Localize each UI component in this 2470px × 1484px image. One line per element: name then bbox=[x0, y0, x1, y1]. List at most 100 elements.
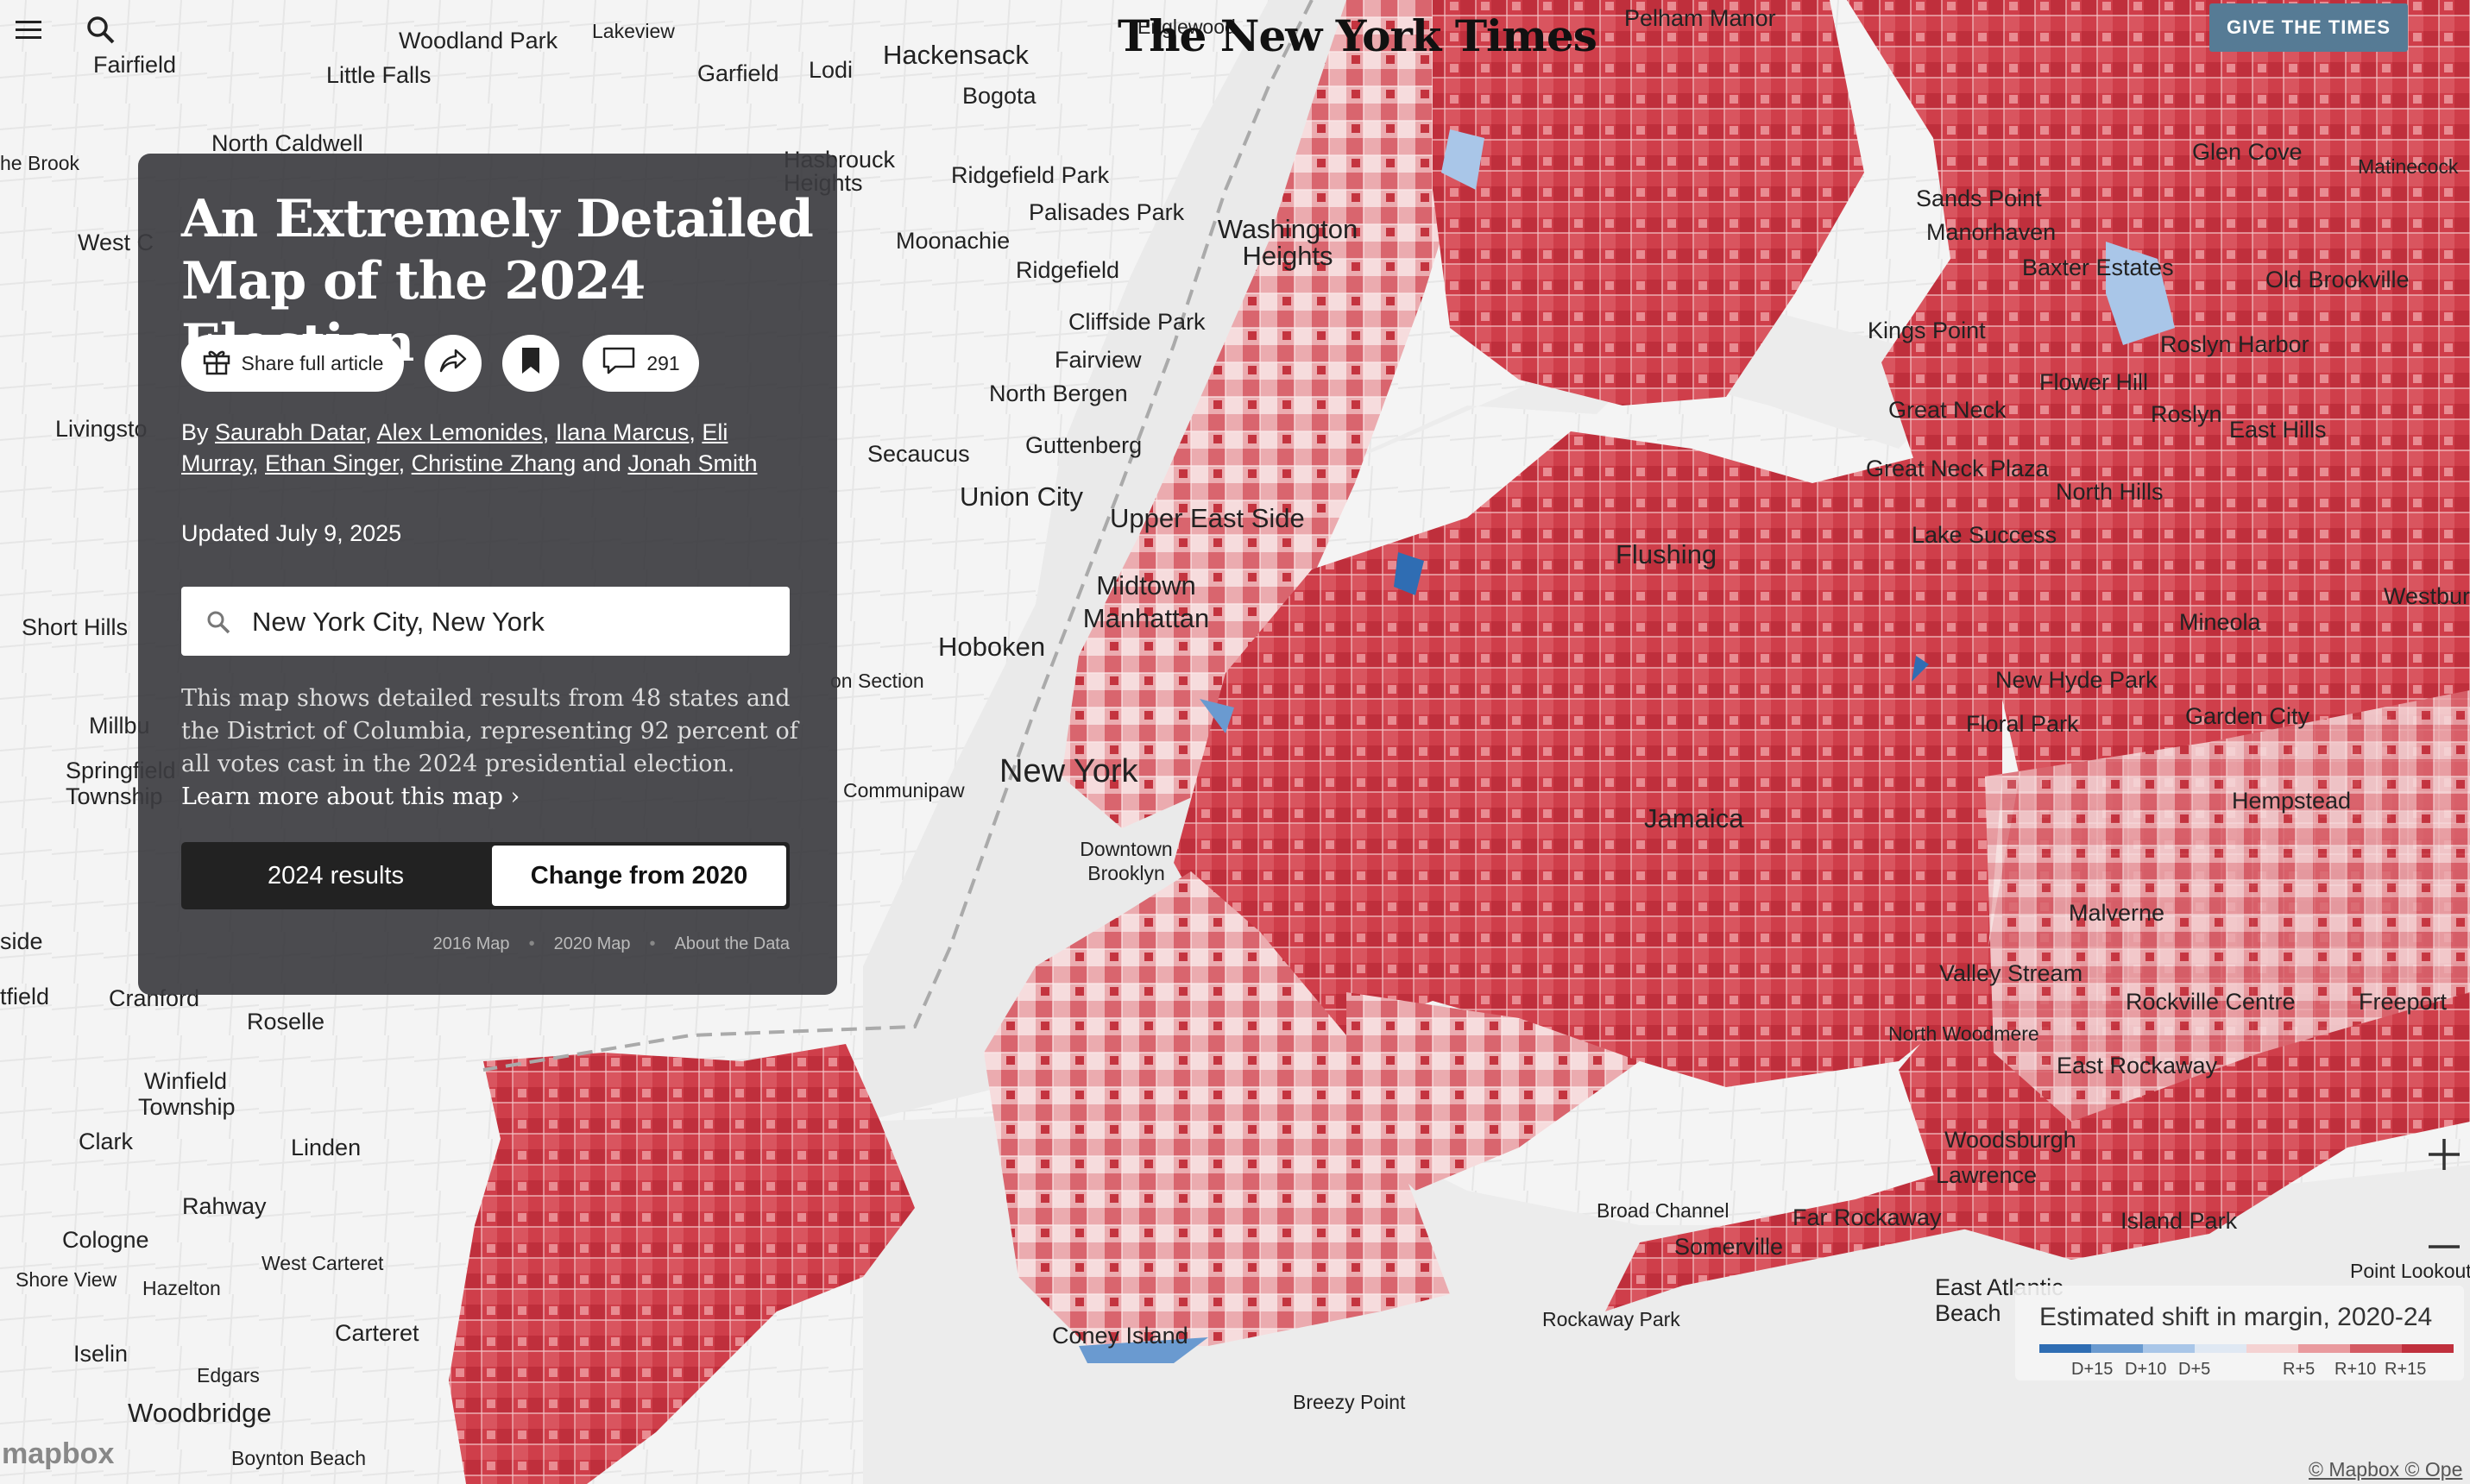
learn-more-link[interactable]: Learn more about this map › bbox=[181, 783, 520, 810]
share-full-article-button[interactable]: Share full article bbox=[181, 335, 404, 392]
place-label: Boynton Beach bbox=[231, 1447, 367, 1469]
place-label: Clark bbox=[79, 1129, 134, 1154]
comment-icon bbox=[602, 346, 636, 380]
place-label: Washington Heights bbox=[1217, 214, 1358, 271]
place-label: Roslyn Harbor bbox=[2160, 331, 2309, 357]
nyt-logo[interactable]: The New York Times bbox=[1118, 10, 1597, 61]
place-label: Hempstead bbox=[2232, 788, 2352, 814]
place-label: Broad Channel bbox=[1597, 1199, 1730, 1222]
legend-swatch bbox=[2402, 1344, 2454, 1353]
place-label: he Brook bbox=[0, 152, 80, 174]
toggle-2024-results[interactable]: 2024 results bbox=[268, 861, 404, 890]
legend-tick: R+5 bbox=[2283, 1360, 2316, 1379]
legend-swatch bbox=[2298, 1344, 2350, 1353]
place-label: Great Neck Plaza bbox=[1866, 456, 2049, 481]
author-link[interactable]: Alex Lemonides bbox=[376, 419, 543, 445]
footer-links: 2016 Map • 2020 Map • About the Data bbox=[181, 934, 790, 954]
place-label: Ridgefield bbox=[1016, 257, 1120, 283]
place-label: Far Rockaway bbox=[1793, 1204, 1942, 1230]
map-description: This map shows detailed results from 48 … bbox=[181, 685, 798, 810]
place-label: Roslyn bbox=[2151, 401, 2222, 427]
place-label: New Hyde Park bbox=[1995, 667, 2158, 693]
place-label: Fairfield bbox=[93, 52, 177, 78]
place-label: Lakeview bbox=[592, 20, 675, 42]
place-label: Woodbridge bbox=[128, 1398, 272, 1428]
mapbox-logo[interactable]: mapbox bbox=[2, 1437, 115, 1470]
place-label: East Rockaway bbox=[2057, 1053, 2218, 1078]
place-label: Garfield bbox=[697, 60, 779, 86]
attribution-link[interactable]: © Mapbox © Ope bbox=[2309, 1458, 2463, 1481]
menu-icon[interactable] bbox=[16, 19, 41, 40]
place-label: Somerville bbox=[1674, 1234, 1784, 1260]
place-label: Coney Island bbox=[1052, 1323, 1188, 1349]
place-label: Downtown Brooklyn bbox=[1080, 838, 1173, 884]
save-button[interactable] bbox=[502, 335, 559, 392]
place-label: Freeport bbox=[2359, 989, 2448, 1015]
author-link[interactable]: Christine Zhang bbox=[411, 450, 577, 476]
place-label: Union City bbox=[960, 481, 1083, 512]
link-about-data[interactable]: About the Data bbox=[674, 934, 790, 953]
comment-count: 291 bbox=[646, 351, 680, 374]
toggle-change-from-2020[interactable]: Change from 2020 bbox=[492, 846, 786, 906]
place-label: Carteret bbox=[335, 1320, 419, 1346]
place-label: Flushing bbox=[1616, 539, 1717, 569]
place-label: on Section bbox=[830, 670, 924, 692]
place-label: Shore View bbox=[16, 1268, 117, 1291]
gift-icon bbox=[202, 346, 231, 380]
place-label: Bogota bbox=[962, 83, 1037, 109]
article-panel: An Extremely Detailed Map of the 2024 El… bbox=[138, 154, 837, 995]
place-label: North Bergen bbox=[989, 380, 1128, 406]
share-arrow-icon bbox=[438, 348, 468, 379]
place-label: Hazelton bbox=[142, 1277, 221, 1299]
place-label: Mineola bbox=[2179, 609, 2261, 635]
place-label: Manorhaven bbox=[1926, 219, 2057, 245]
place-label: Matinecock bbox=[2358, 155, 2459, 178]
legend-swatch bbox=[2195, 1344, 2246, 1353]
link-2016-map[interactable]: 2016 Map bbox=[432, 934, 510, 953]
place-label: Ridgefield Park bbox=[951, 162, 1110, 188]
comments-button[interactable]: 291 bbox=[583, 335, 699, 392]
place-label: Cologne bbox=[62, 1227, 149, 1253]
map-legend: Estimated shift in margin, 2020-24 D+15 … bbox=[2015, 1286, 2464, 1380]
updated-date: Updated July 9, 2025 bbox=[181, 520, 402, 546]
place-label: Woodland Park bbox=[399, 28, 558, 53]
zoom-in-button[interactable] bbox=[2425, 1130, 2463, 1182]
author-link[interactable]: Ilana Marcus bbox=[555, 419, 690, 445]
place-label: Jamaica bbox=[1644, 803, 1744, 833]
place-label: Winfield Township bbox=[138, 1068, 236, 1120]
author-link[interactable]: Saurabh Datar bbox=[215, 419, 366, 445]
location-search[interactable] bbox=[181, 587, 790, 657]
place-label: tfield bbox=[0, 984, 50, 1009]
legend-tick: R+10 bbox=[2335, 1360, 2377, 1379]
search-icon[interactable] bbox=[86, 16, 116, 45]
place-label: Woodsburgh bbox=[1944, 1127, 2076, 1153]
give-the-times-button[interactable]: GIVE THE TIMES bbox=[2209, 3, 2408, 52]
place-label: Short Hills bbox=[22, 614, 129, 640]
share-full-article-label: Share full article bbox=[241, 351, 384, 374]
bookmark-icon bbox=[520, 347, 541, 380]
legend-tick: D+10 bbox=[2125, 1360, 2167, 1379]
author-link[interactable]: Jonah Smith bbox=[627, 450, 758, 476]
author-link[interactable]: Ethan Singer bbox=[265, 450, 399, 476]
author-link[interactable]: Eli Murray bbox=[181, 419, 728, 476]
place-label: Flower Hill bbox=[2039, 369, 2149, 395]
link-2020-map[interactable]: 2020 Map bbox=[553, 934, 631, 953]
share-button[interactable] bbox=[425, 335, 482, 392]
place-label: Pelham Manor bbox=[1624, 5, 1776, 31]
place-label: Moonachie bbox=[896, 228, 1011, 254]
place-label: Old Brookville bbox=[2265, 267, 2410, 292]
legend-tick: D+15 bbox=[2071, 1360, 2114, 1379]
place-label: Kings Point bbox=[1868, 318, 1986, 343]
place-label: West Carteret bbox=[261, 1252, 384, 1274]
zoom-out-button[interactable] bbox=[2425, 1212, 2463, 1264]
location-search-input[interactable] bbox=[250, 587, 772, 657]
place-label: Lawrence bbox=[1936, 1162, 2038, 1188]
place-label: side bbox=[0, 928, 43, 954]
place-label: North Caldwell bbox=[211, 130, 363, 156]
place-label: Glen Cove bbox=[2192, 139, 2303, 165]
byline: By Saurabh Datar, Alex Lemonides, Ilana … bbox=[181, 419, 758, 476]
place-label: Valley Stream bbox=[1939, 960, 2083, 986]
place-label: North Woodmere bbox=[1888, 1022, 2039, 1045]
place-label: Breezy Point bbox=[1293, 1391, 1406, 1413]
